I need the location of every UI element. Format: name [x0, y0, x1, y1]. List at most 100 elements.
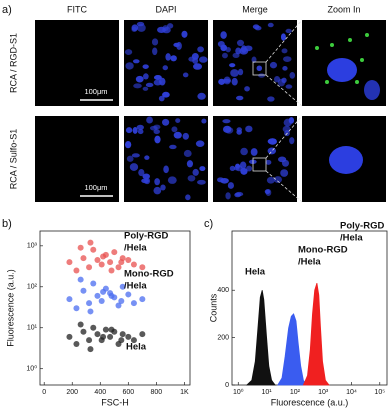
nucleus — [235, 47, 242, 55]
nucleus — [163, 165, 169, 174]
y-tick-label: 10² — [27, 284, 38, 291]
x-tick-label: 800 — [151, 389, 163, 396]
fitc-spot — [360, 58, 364, 62]
point — [73, 305, 80, 312]
point — [80, 328, 87, 335]
nucleus — [280, 169, 289, 177]
nucleus — [125, 140, 132, 149]
nucleus — [132, 126, 138, 134]
series-label: Mono-RGD — [124, 269, 174, 280]
nucleus — [136, 124, 144, 131]
micrograph — [124, 116, 208, 202]
point — [130, 337, 137, 344]
zoom-line — [265, 74, 303, 107]
x-tick-label: 0 — [42, 389, 46, 396]
panel-label: c) — [204, 218, 213, 230]
nucleus — [267, 138, 277, 145]
nucleus — [193, 63, 203, 70]
nucleus — [192, 168, 199, 176]
nucleus — [236, 39, 245, 47]
point — [86, 300, 93, 307]
point — [90, 324, 97, 331]
nucleus — [142, 173, 151, 180]
nucleus — [137, 129, 144, 135]
series-label: Poly-RGD — [124, 231, 168, 242]
nucleus — [162, 65, 169, 71]
x-tick-label: 10⁵ — [374, 389, 385, 396]
nucleus — [191, 53, 199, 60]
point — [125, 333, 132, 340]
nucleus — [217, 40, 225, 48]
nucleus — [267, 96, 275, 102]
point — [87, 346, 94, 353]
nucleus — [125, 127, 133, 134]
zoom-line — [265, 115, 303, 159]
nucleus — [267, 22, 274, 28]
y-axis-label: Counts — [208, 293, 218, 322]
nucleus — [146, 116, 153, 124]
nucleus — [151, 38, 159, 46]
point — [102, 326, 109, 333]
fitc-spot — [315, 46, 319, 50]
nucleus — [364, 80, 380, 100]
nucleus — [236, 129, 242, 135]
nucleus — [175, 118, 181, 123]
y-tick-label: 200 — [217, 334, 229, 341]
nucleus — [165, 53, 171, 61]
nucleus — [169, 144, 177, 150]
nucleus — [285, 28, 292, 34]
x-tick-label: 10¹ — [262, 389, 273, 396]
zoom-line — [265, 170, 303, 203]
nucleus — [197, 46, 204, 53]
nucleus — [141, 178, 149, 184]
fitc-spot — [365, 33, 369, 37]
point — [107, 333, 114, 340]
point — [139, 296, 146, 303]
column-header: DAPI — [155, 4, 176, 14]
nucleus — [269, 61, 278, 69]
series-label: /Hela — [340, 233, 363, 244]
nucleus — [225, 192, 231, 200]
nucleus — [153, 186, 162, 195]
nucleus — [199, 56, 208, 63]
plot-frame — [39, 230, 191, 386]
nucleus — [282, 66, 288, 71]
nucleus — [229, 165, 236, 172]
nucleus — [225, 127, 234, 134]
series-label: Hela — [245, 267, 266, 278]
scale-bar-label: 100μm — [84, 183, 107, 192]
micrograph — [35, 116, 119, 202]
nucleus — [144, 155, 150, 160]
nucleus — [131, 153, 140, 158]
point — [86, 337, 93, 344]
nucleus — [142, 86, 149, 91]
nucleus — [250, 148, 258, 156]
y-tick-label: 10¹ — [27, 325, 38, 332]
point — [107, 259, 114, 266]
nucleus — [234, 192, 242, 198]
nucleus — [222, 119, 231, 124]
nucleus — [289, 72, 296, 79]
point — [108, 267, 115, 274]
x-tick-label: 10⁴ — [346, 389, 357, 396]
nucleus — [246, 165, 253, 172]
histogram-area — [277, 313, 308, 386]
nucleus — [283, 56, 292, 62]
nucleus — [129, 163, 139, 171]
point — [125, 291, 132, 298]
nucleus — [152, 47, 158, 56]
x-tick-label: 600 — [122, 389, 134, 396]
point — [98, 297, 105, 304]
x-tick-label: 10⁰ — [233, 388, 244, 396]
point — [98, 261, 105, 268]
nucleus — [280, 33, 286, 41]
series-label: /Hela — [298, 257, 321, 268]
panel-label: a) — [2, 4, 12, 16]
point — [108, 292, 115, 299]
nucleus — [277, 156, 287, 163]
nucleus — [229, 63, 236, 68]
nucleus — [199, 166, 206, 172]
nucleus — [266, 176, 275, 184]
row-label: RCA / RGD-S1 — [8, 33, 18, 93]
x-tick-label: 10² — [290, 389, 301, 396]
